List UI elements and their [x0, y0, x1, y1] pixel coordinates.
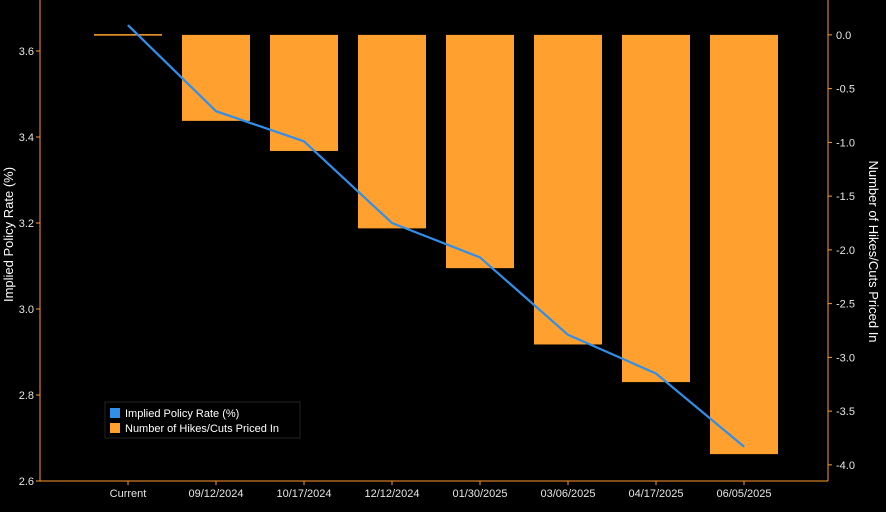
bar-6	[622, 34, 690, 383]
right-tick-label-6: -3.0	[836, 352, 855, 364]
right-tick-label-0: 0.0	[836, 30, 851, 42]
x-tick-label-2: 10/17/2024	[276, 488, 331, 500]
rate-point-7	[743, 446, 745, 448]
left-tick-label-5: 3.6	[19, 46, 34, 58]
legend-background	[104, 401, 301, 439]
legend-label-line: Implied Policy Rate (%)	[125, 408, 239, 420]
legend-swatch-bar	[110, 423, 120, 433]
left-tick-labels: 2.6 2.8 3.0 3.2 3.4 3.6	[19, 46, 40, 488]
right-tick-label-8: -4.0	[836, 460, 855, 472]
legend-label-bar: Number of Hikes/Cuts Priced In	[125, 423, 279, 435]
rate-line	[127, 24, 745, 448]
rate-point-2	[303, 140, 305, 142]
right-tick-label-7: -3.5	[836, 406, 855, 418]
left-axis-title: Implied Policy Rate (%)	[1, 167, 16, 302]
x-tick-label-0: Current	[110, 488, 147, 500]
axes-group	[39, 0, 829, 482]
bar-4	[446, 34, 514, 269]
legend: Implied Policy Rate (%) Number of Hikes/…	[104, 401, 301, 439]
rate-point-6	[655, 373, 657, 374]
right-tick-label-5: -2.5	[836, 299, 855, 311]
left-tick-label-0: 2.6	[19, 476, 34, 488]
left-tick-label-1: 2.8	[19, 390, 34, 402]
rate-point-4	[479, 256, 481, 258]
x-tick-labels: Current 09/12/2024 10/17/2024 12/12/2024 01/…	[110, 481, 772, 500]
bar-7	[710, 34, 778, 455]
x-tick-label-3: 12/12/2024	[364, 488, 419, 500]
bar-3	[358, 34, 426, 229]
rate-point-1	[215, 110, 217, 112]
x-tick-label-6: 04/17/2025	[628, 488, 683, 500]
legend-swatch-line	[110, 408, 120, 418]
rate-point-5	[567, 334, 569, 336]
x-tick-label-1: 09/12/2024	[188, 488, 243, 500]
x-tick-label-5: 03/06/2025	[540, 488, 595, 500]
left-tick-label-4: 3.4	[19, 132, 34, 144]
right-axis-title: Number of Hikes/Cuts Priced In	[866, 160, 881, 342]
right-tick-label-4: -2.0	[836, 245, 855, 257]
right-tick-label-1: -0.5	[836, 84, 855, 96]
bar-5	[534, 34, 602, 345]
x-tick-label-4: 01/30/2025	[452, 488, 507, 500]
x-tick-label-7: 06/05/2025	[716, 488, 771, 500]
line-group	[127, 24, 745, 448]
rate-point-3	[391, 222, 393, 224]
bar-1	[182, 34, 250, 121]
right-tick-label-3: -1.5	[836, 191, 855, 203]
left-tick-label-2: 3.0	[19, 304, 34, 316]
rate-point-0	[127, 24, 129, 26]
bar-2	[270, 34, 338, 151]
right-tick-label-2: -1.0	[836, 137, 855, 149]
right-tick-labels: 0.0 -0.5 -1.0 -1.5 -2.0 -2.5 -3.0 -3.5 -4.0	[828, 30, 855, 472]
bars-group	[94, 34, 778, 455]
left-tick-label-3: 3.2	[19, 218, 34, 230]
